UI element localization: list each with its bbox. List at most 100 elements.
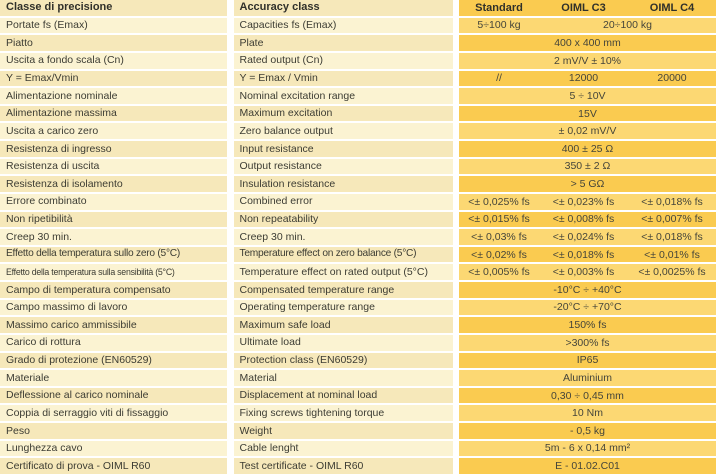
value-columns: <± 0,005% fs <± 0,003% fs <± 0,0025% fs [459,264,716,282]
value-merged: 400 ± 25 Ω [459,141,716,159]
header-standard-column: Standard [459,0,539,18]
spec-row: Non ripetibilità Non repeatability <± 0,01… [0,211,716,230]
label-english: Capacities fs (Emax) [233,17,453,36]
label-italian: Portate fs (Emax) [0,17,227,36]
value-columns: 0,30 ÷ 0,45 mm [459,387,716,406]
label-italian: Uscita a carico zero [0,123,227,141]
value-c4: <± 0,0025% fs [628,264,716,282]
label-italian: Effetto della temperatura sulla sensibil… [0,264,227,282]
value-merged: > 5 GΩ [459,176,716,194]
value-c3: <± 0,018% fs [539,247,628,265]
label-english: Weight [233,423,453,441]
label-italian: Deflessione al carico nominale [0,387,227,406]
label-english: Cable lenght [233,440,453,459]
label-italian: Resistenza di ingresso [0,141,227,159]
value-c3: <± 0,008% fs [539,212,628,230]
value-c4: <± 0,007% fs [628,212,716,230]
value-standard: <± 0,015% fs [459,212,539,230]
spec-row: Alimentazione massima Maximum excitation 1… [0,105,716,124]
spec-row: Creep 30 min. Creep 30 min. <± 0,03% fs <± … [0,229,716,247]
value-merged: 150% fs [459,317,716,335]
value-merged: 5 ÷ 10V [459,88,716,106]
label-english: Protection class (EN60529) [233,352,453,371]
spec-row: Uscita a fondo scala (Cn) Rated output (C… [0,52,716,71]
value-columns: <± 0,015% fs <± 0,008% fs <± 0,007% fs [459,211,716,230]
label-italian: Effetto della temperatura sullo zero (5°… [0,246,227,265]
value-columns: <± 0,03% fs <± 0,024% fs <± 0,018% fs [459,229,716,247]
value-standard: 5÷100 kg [459,18,539,36]
label-italian: Alimentazione nominale [0,88,227,106]
label-italian: Y = Emax/Vmin [0,70,227,89]
value-merged: IP65 [459,353,716,371]
label-english: Y = Emax / Vmin [233,70,453,89]
table-body: Portate fs (Emax) Capacities fs (Emax) 5÷1… [0,17,716,476]
value-columns: > 5 GΩ [459,176,716,194]
value-standard: // [459,71,539,89]
value-columns: >300% fs [459,334,716,353]
label-english: Operating temperature range [233,299,453,318]
value-standard: <± 0,02% fs [459,247,539,265]
spec-row: Uscita a carico zero Zero balance output ±… [0,123,716,141]
label-english: Non repeatability [233,211,453,230]
value-columns: 400 ± 25 Ω [459,141,716,159]
value-columns: -20°C ÷ +70°C [459,299,716,318]
value-columns: -10°C ÷ +40°C [459,282,716,300]
value-columns: 10 Nm [459,405,716,423]
label-english: Zero balance output [233,123,453,141]
spec-row: Effetto della temperatura sulla sensibil… [0,264,716,282]
spec-row: Piatto Plate 400 x 400 mm [0,35,716,53]
value-merged: E - 01.02.C01 [459,458,716,476]
spec-row: Errore combinato Combined error <± 0,025% … [0,193,716,212]
value-merged: - 0,5 kg [459,423,716,441]
label-english: Input resistance [233,141,453,159]
value-columns: <± 0,025% fs <± 0,023% fs <± 0,018% fs [459,193,716,212]
value-c3: 12000 [539,71,628,89]
label-english: Plate [233,35,453,53]
label-english: Maximum excitation [233,105,453,124]
value-merged: 0,30 ÷ 0,45 mm [459,388,716,406]
value-merged: 350 ± 2 Ω [459,159,716,177]
spec-row: Resistenza di isolamento Insulation resis… [0,176,716,194]
label-english: Output resistance [233,158,453,177]
value-columns: 400 x 400 mm [459,35,716,53]
label-italian: Creep 30 min. [0,229,227,247]
spec-row: Resistenza di uscita Output resistance 350… [0,158,716,177]
value-c4: 20000 [628,71,716,89]
spec-row: Coppia di serraggio viti di fissaggio Fix… [0,405,716,423]
value-c3-c4: 20÷100 kg [539,18,716,36]
value-merged: -20°C ÷ +70°C [459,300,716,318]
label-english: Temperature effect on zero balance (5°C) [233,246,453,265]
value-standard: <± 0,03% fs [459,229,539,247]
value-columns: E - 01.02.C01 [459,458,716,476]
value-columns: 5m - 6 x 0,14 mm² [459,440,716,459]
spec-row: Campo di temperatura compensato Compensat… [0,282,716,300]
spec-row: Resistenza di ingresso Input resistance 40… [0,141,716,159]
spec-row: Certificato di prova - OIML R60 Test cert… [0,458,716,476]
label-italian: Certificato di prova - OIML R60 [0,458,227,476]
spec-row: Massimo carico ammissibile Maximum safe l… [0,317,716,335]
label-italian: Alimentazione massima [0,105,227,124]
label-italian: Resistenza di uscita [0,158,227,177]
header-english-label: Accuracy class [233,0,453,18]
value-columns: 2 mV/V ± 10% [459,52,716,71]
label-english: Insulation resistance [233,176,453,194]
spec-row: Materiale Material Aluminium [0,370,716,388]
spec-row: Alimentazione nominale Nominal excitation… [0,88,716,106]
value-columns: //12000 20000 [459,70,716,89]
value-c3: <± 0,023% fs [539,194,628,212]
label-english: Displacement at nominal load [233,387,453,406]
value-merged: 15V [459,106,716,124]
header-oiml-c4-column: OIML C4 [628,0,716,18]
value-c4: <± 0,018% fs [628,194,716,212]
label-italian: Uscita a fondo scala (Cn) [0,52,227,71]
spec-row: Lunghezza cavo Cable lenght 5m - 6 x 0,14 … [0,440,716,459]
label-english: Test certificate - OIML R60 [233,458,453,476]
header-italian-label: Classe di precisione [0,0,227,18]
value-columns: 5÷100 kg 20÷100 kg [459,17,716,36]
label-italian: Resistenza di isolamento [0,176,227,194]
value-merged: 5m - 6 x 0,14 mm² [459,441,716,459]
label-italian: Errore combinato [0,193,227,212]
value-c4: <± 0,01% fs [628,247,716,265]
value-merged: 10 Nm [459,405,716,423]
